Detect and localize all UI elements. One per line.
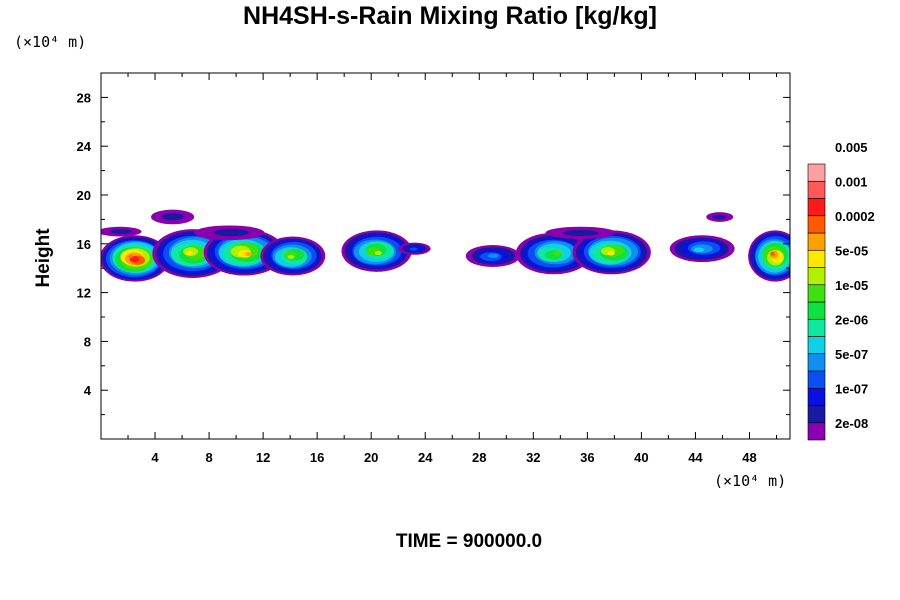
cloud-region	[748, 230, 790, 282]
colorbar-label: 1e-07	[835, 381, 868, 396]
cloud-region	[706, 212, 734, 222]
chart-title: NH4SH-s-Rain Mixing Ratio [kg/kg]	[243, 2, 657, 30]
contour-level	[607, 251, 615, 256]
contour-level	[770, 251, 775, 256]
x-tick-label: 4	[151, 450, 159, 465]
colorbar-swatch	[807, 301, 826, 320]
cloud-region	[545, 226, 616, 239]
x-tick-label: 48	[742, 450, 756, 465]
colorbar-swatch	[807, 353, 826, 372]
colorbar-label: 5e-05	[835, 243, 868, 258]
cloud-field	[101, 209, 790, 282]
contour-level	[693, 247, 705, 253]
contour-level	[553, 251, 562, 256]
x-tick-label: 36	[580, 450, 594, 465]
x-tick-label: 40	[634, 450, 648, 465]
x-tick-label: 28	[472, 450, 486, 465]
contour-level	[110, 229, 132, 235]
plot-frame	[100, 72, 791, 440]
contour-level	[161, 212, 184, 221]
colorbar-swatch	[807, 370, 826, 389]
cloud-region	[150, 209, 195, 225]
colorbar-label: 2e-06	[835, 312, 868, 327]
colorbar-label: 0.0002	[835, 209, 875, 224]
contour-level	[487, 253, 499, 259]
x-tick-label: 20	[364, 450, 378, 465]
colorbar-swatch	[807, 215, 826, 234]
cloud-region	[194, 225, 265, 241]
cloud-region	[572, 230, 651, 275]
cloud-region	[101, 226, 142, 237]
colorbar-swatch	[807, 422, 826, 441]
cloud-region	[669, 235, 735, 263]
y-tick-label: 16	[77, 237, 91, 252]
colorbar-swatch	[807, 387, 826, 406]
contour-level	[563, 230, 599, 237]
contour-level	[185, 251, 194, 256]
cloud-region	[260, 236, 326, 276]
colorbar: 2e-08 1e-07 5e-07 2e-06 1e-05 5e-05 0.0002 0.00…	[807, 140, 875, 441]
colorbar-swatch	[807, 180, 826, 199]
contour-level	[245, 252, 252, 257]
colorbar-swatch	[807, 405, 826, 424]
colorbar-label: 2e-08	[835, 416, 868, 431]
y-axis-unit: (×10⁴ m)	[14, 33, 87, 51]
y-tick-label: 28	[77, 90, 91, 105]
x-tick-label: 44	[688, 450, 703, 465]
y-tick-label: 24	[77, 139, 92, 154]
colorbar-swatch	[807, 163, 826, 182]
colorbar-swatch	[807, 318, 826, 337]
x-tick-label: 24	[418, 450, 433, 465]
contour-level	[409, 247, 418, 251]
x-axis-unit: (×10⁴ m)	[714, 472, 787, 490]
cloud-region	[203, 229, 285, 276]
x-tick-label: 32	[526, 450, 540, 465]
cloud-region	[101, 235, 170, 282]
cloud-region	[515, 232, 592, 275]
colorbar-swatch	[807, 198, 826, 217]
x-tick-label: 8	[205, 450, 212, 465]
y-tick-label: 12	[77, 286, 91, 301]
x-tick-label: 16	[310, 450, 324, 465]
contour-level	[374, 250, 382, 256]
x-tick-label: 12	[256, 450, 270, 465]
colorbar-label: 0.001	[835, 174, 868, 189]
y-tick-label: 20	[77, 188, 91, 203]
contour-level	[712, 214, 726, 220]
time-label: TIME = 900000.0	[395, 531, 543, 552]
colorbar-swatch	[807, 232, 826, 251]
contour-level	[213, 228, 249, 237]
colorbar-swatch	[807, 267, 826, 286]
cloud-region	[341, 230, 412, 272]
colorbar-label: 0.005	[835, 140, 868, 155]
colorbar-label: 5e-07	[835, 347, 868, 362]
y-tick-label: 8	[84, 334, 91, 349]
colorbar-swatch	[807, 284, 826, 303]
cloud-region	[465, 245, 520, 267]
colorbar-label: 1e-05	[835, 278, 868, 293]
colorbar-swatch	[807, 249, 826, 268]
colorbar-swatch	[807, 336, 826, 355]
cloud-region	[398, 242, 431, 255]
contour-level	[128, 255, 134, 259]
contour-level	[287, 254, 295, 259]
y-tick-label: 4	[84, 383, 92, 398]
